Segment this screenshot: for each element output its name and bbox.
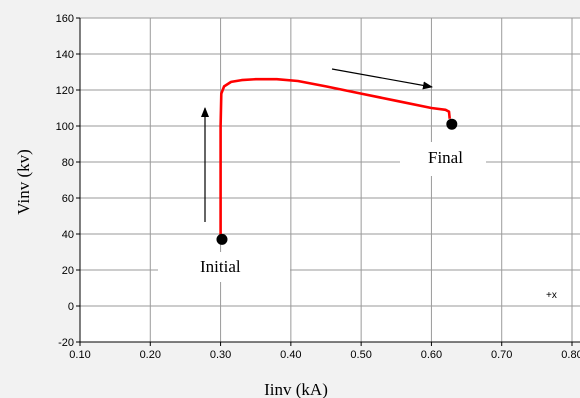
grid <box>79 17 580 343</box>
marker-layer <box>216 118 458 245</box>
y-tick-label: 140 <box>56 49 74 61</box>
series-line <box>219 77 451 238</box>
series-layer <box>219 77 451 238</box>
x-tick-labels: 0.10 0.20 0.30 0.40 0.50 0.60 0.70 0.80 <box>69 342 580 361</box>
final-label-box <box>400 142 486 176</box>
x-tick-label: 0.70 <box>491 349 512 361</box>
plot-area <box>80 18 580 342</box>
y-axis-title: Vinv (kv) <box>14 149 33 215</box>
x-axis-title: Iinv (kA) <box>264 380 328 398</box>
y-tick-label: 80 <box>62 157 74 169</box>
x-tick-label: 0.10 <box>69 349 90 361</box>
y-tick-labels: 160 140 120 100 80 60 40 20 0 -20 <box>56 13 80 349</box>
x-tick-label: 0.20 <box>140 349 161 361</box>
marker-initial <box>216 233 228 245</box>
final-label: Final <box>428 148 463 167</box>
marker-final <box>446 118 458 130</box>
y-tick-label: 40 <box>62 229 74 241</box>
x-tick-label: 0.60 <box>421 349 442 361</box>
x-tick-label: 0.40 <box>280 349 301 361</box>
y-tick-label: 60 <box>62 193 74 205</box>
y-tick-label: -20 <box>58 337 74 349</box>
initial-label-box <box>158 252 290 282</box>
y-tick-label: 120 <box>56 85 74 97</box>
y-tick-label: 100 <box>56 121 74 133</box>
right-arrow <box>331 68 433 90</box>
corner-label: +x <box>546 290 557 301</box>
x-tick-label: 0.80 <box>561 349 580 361</box>
x-tick-label: 0.50 <box>350 349 371 361</box>
y-tick-label: 0 <box>68 301 74 313</box>
y-tick-label: 160 <box>56 13 74 25</box>
y-tick-label: 20 <box>62 265 74 277</box>
initial-label: Initial <box>200 257 241 276</box>
x-tick-label: 0.30 <box>210 349 231 361</box>
